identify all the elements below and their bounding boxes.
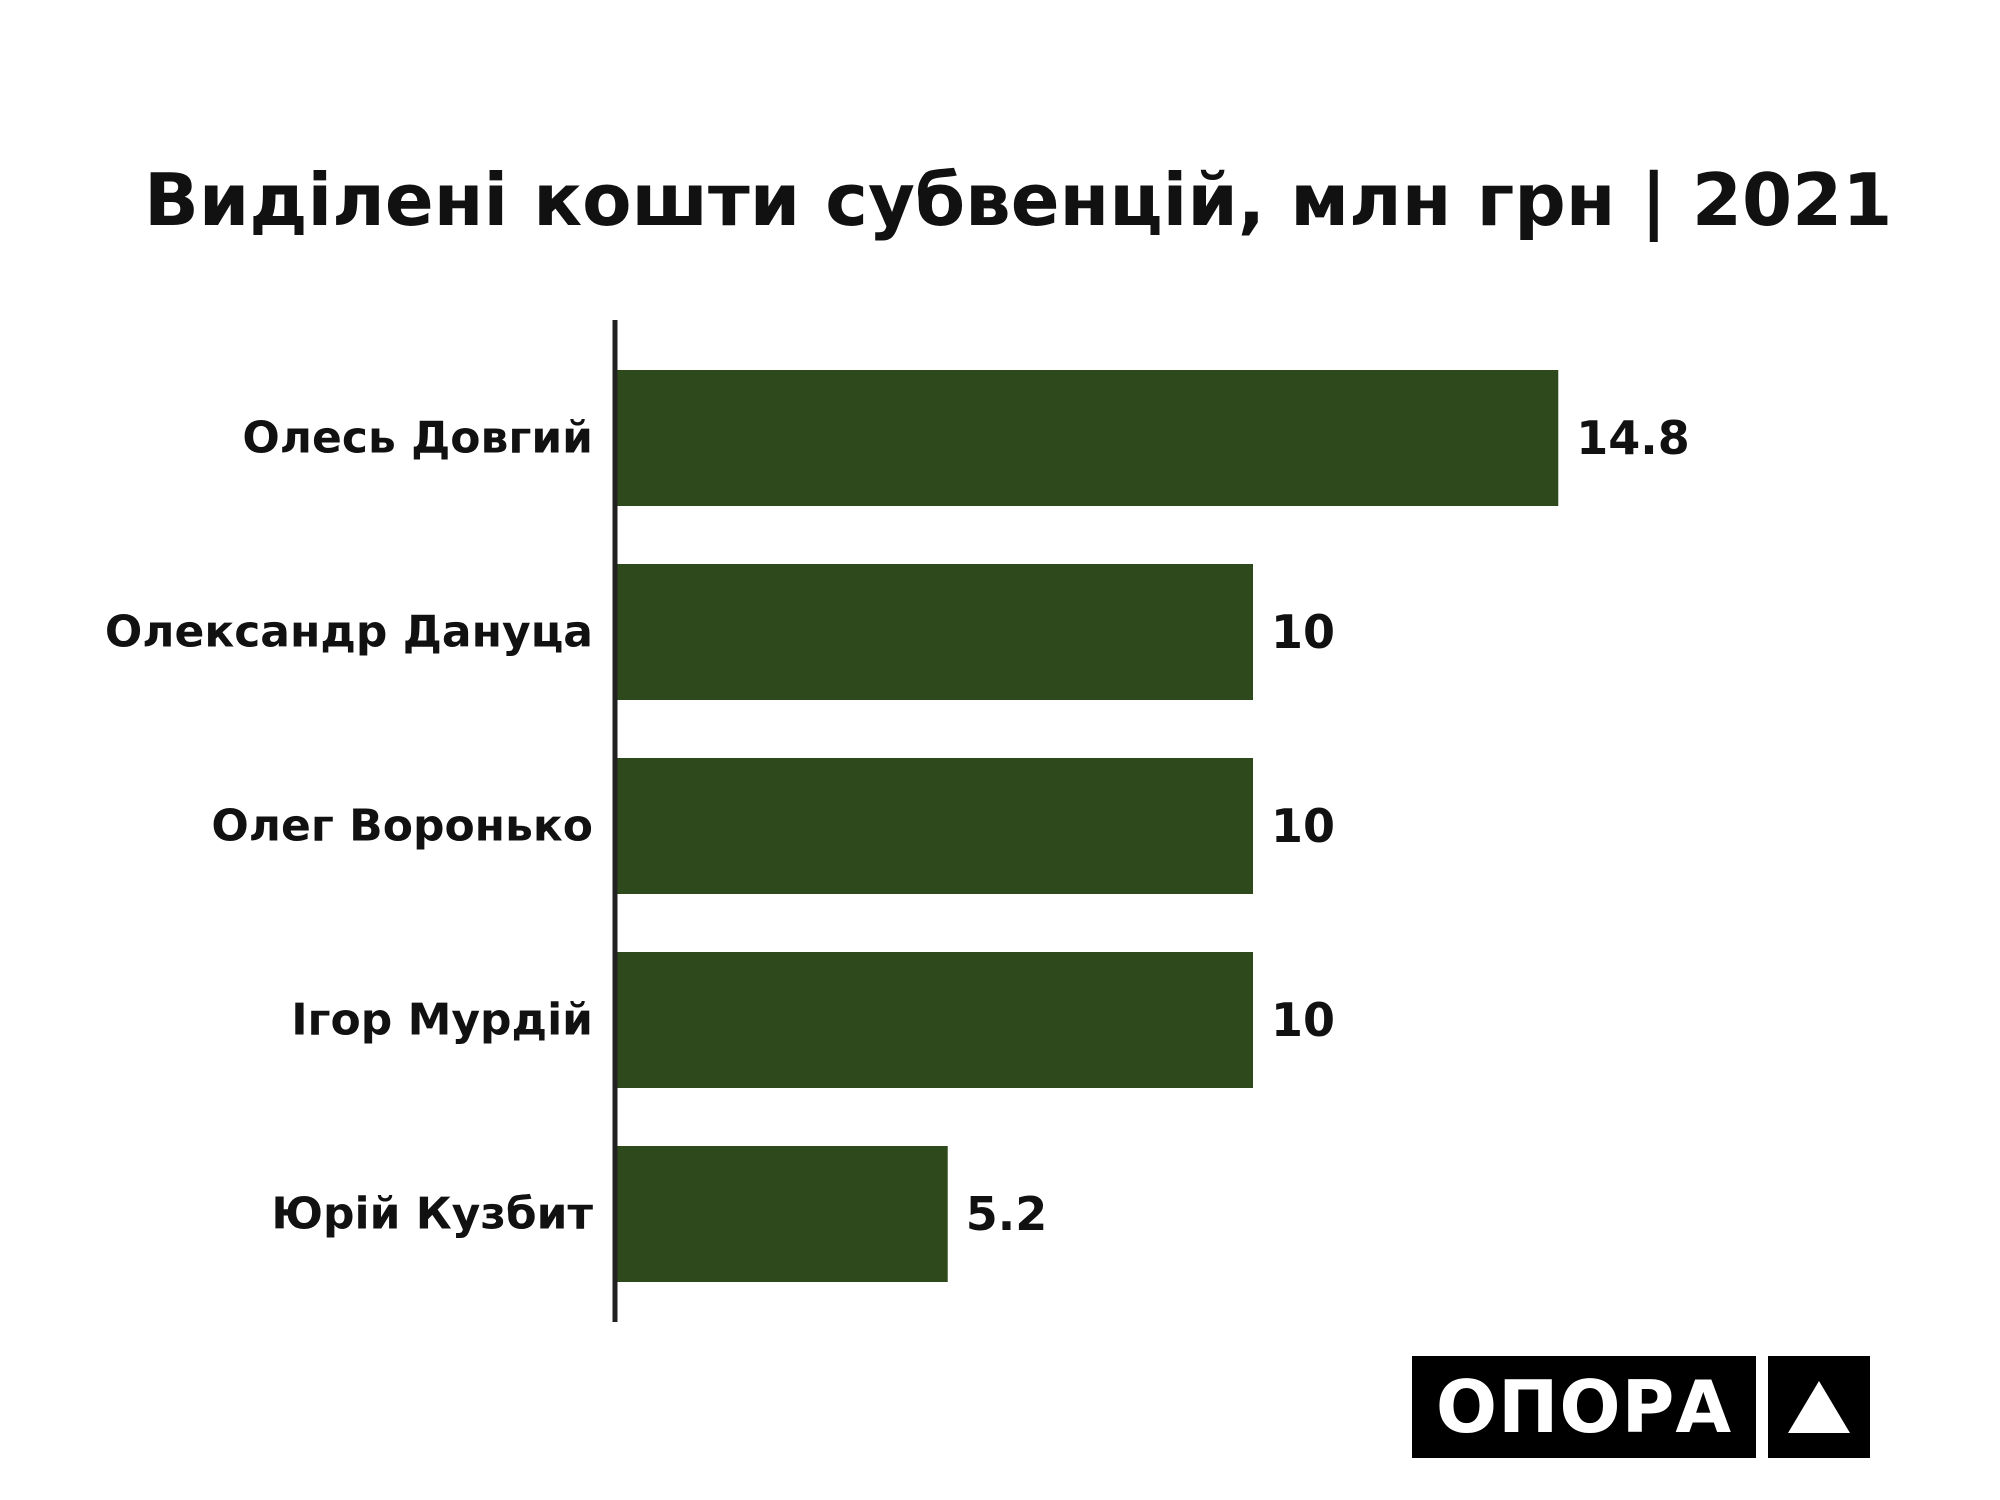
bar xyxy=(617,564,1253,700)
category-label: Олександр Дануца xyxy=(105,607,593,658)
value-label: 10 xyxy=(1271,799,1335,853)
value-label: 10 xyxy=(1271,993,1335,1047)
category-label: Олесь Довгий xyxy=(242,413,593,464)
category-label: Олег Воронько xyxy=(211,801,593,852)
category-label: Юрій Кузбит xyxy=(271,1189,593,1240)
category-labels-group: Олесь Довгий Олександр Дануца Олег Вороньк… xyxy=(105,413,594,1240)
value-label: 14.8 xyxy=(1576,411,1690,465)
bar xyxy=(617,1146,948,1282)
value-label: 5.2 xyxy=(966,1187,1048,1241)
triangle-icon xyxy=(1768,1356,1870,1458)
triangle-icon-shape xyxy=(1788,1381,1850,1433)
category-label: Ігор Мурдій xyxy=(291,995,593,1046)
opora-logo: ОПОРА xyxy=(1412,1356,1870,1458)
value-label: 10 xyxy=(1271,605,1335,659)
bar xyxy=(617,952,1253,1088)
logo-text: ОПОРА xyxy=(1412,1356,1756,1458)
value-labels-group: 14.8 10 10 10 5.2 xyxy=(966,411,1690,1241)
bars-group xyxy=(617,370,1559,1282)
bar xyxy=(617,758,1253,894)
bar xyxy=(617,370,1559,506)
chart-title: Виділені кошти субвенцій, млн грн | 2021 xyxy=(144,158,1893,242)
